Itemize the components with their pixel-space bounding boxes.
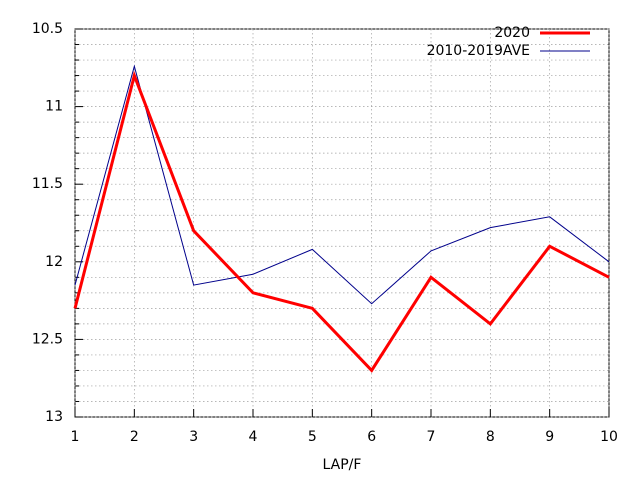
y-tick-label: 12.5 xyxy=(32,331,63,347)
y-tick-label: 13 xyxy=(45,409,63,425)
y-tick-label: 12 xyxy=(45,254,63,270)
x-tick-label: 5 xyxy=(308,429,317,445)
plot-frame xyxy=(74,28,610,418)
x-axis-label: LAP/F xyxy=(323,457,362,473)
legend-label: 2020 xyxy=(494,25,530,41)
x-tick-label: 8 xyxy=(486,429,495,445)
x-tick-label: 7 xyxy=(427,429,436,445)
x-tick-label: 6 xyxy=(367,429,376,445)
x-tick-label: 3 xyxy=(189,429,198,445)
legend-label: 2010-2019AVE xyxy=(427,43,530,59)
data-line xyxy=(73,70,610,373)
y-tick-label: 11 xyxy=(45,99,63,115)
x-tick-label: 10 xyxy=(600,429,618,445)
x-tick-label: 4 xyxy=(249,429,258,445)
x-tick-label: 2 xyxy=(130,429,139,445)
y-tick-label: 11.5 xyxy=(32,176,63,192)
x-tick-label: 9 xyxy=(545,429,554,445)
y-tick-label: 10.5 xyxy=(32,21,63,37)
x-tick-label: 1 xyxy=(71,429,80,445)
data-line xyxy=(74,64,610,305)
